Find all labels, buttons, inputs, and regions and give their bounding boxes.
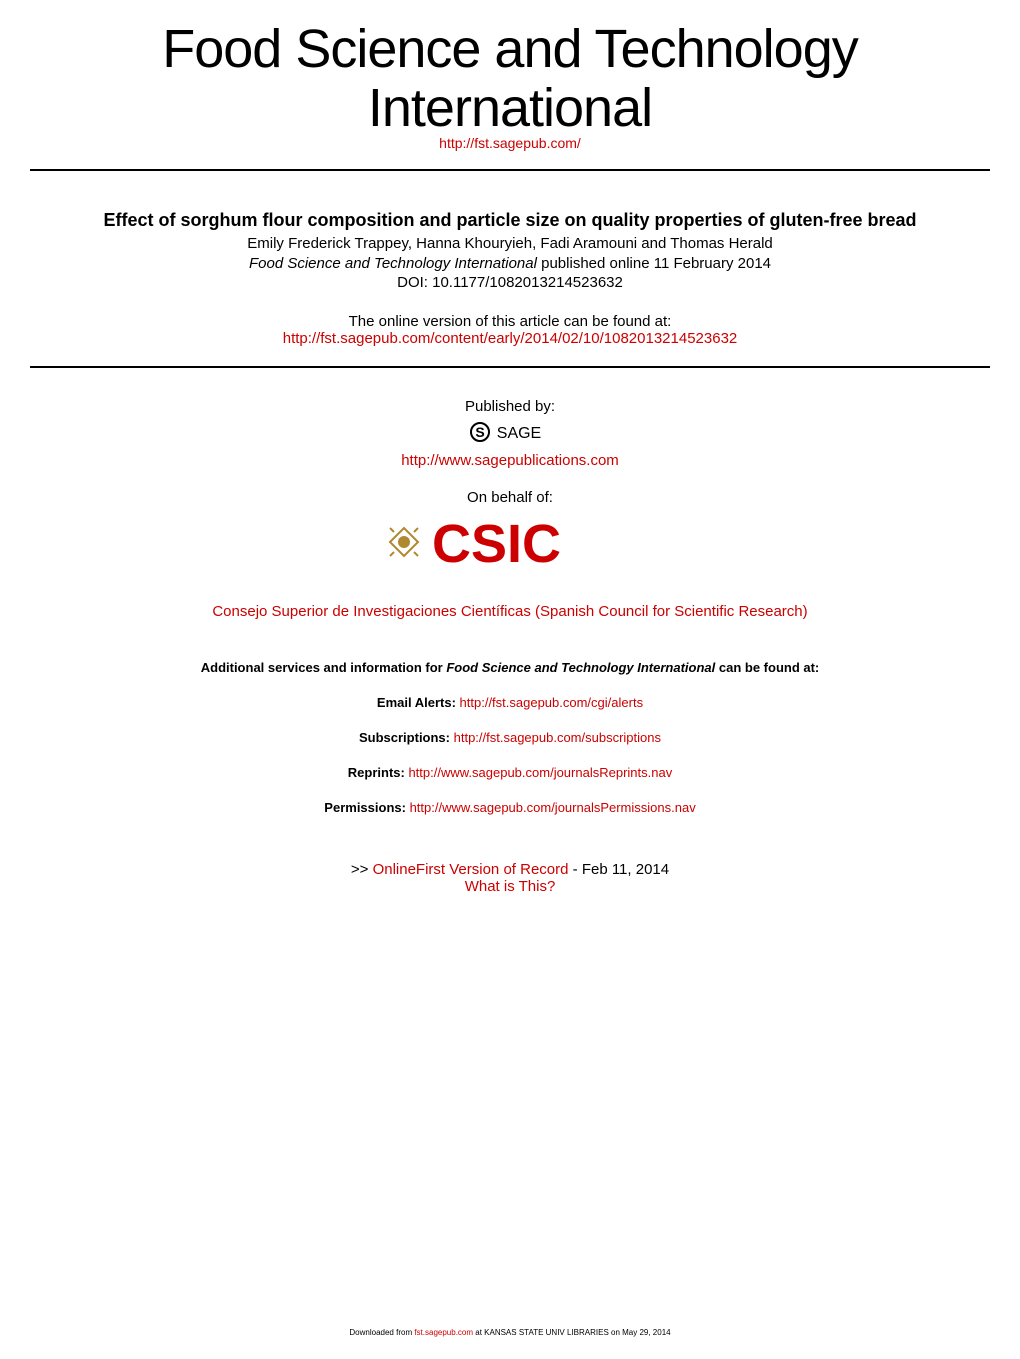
publication-journal: Food Science and Technology Internationa… <box>249 255 537 272</box>
published-by-label: Published by: <box>0 398 1020 415</box>
publisher-block: Published by: S SAGE http://www.sagepubl… <box>0 398 1020 620</box>
service-label: Email Alerts: <box>377 695 460 710</box>
sage-logo-text: SAGE <box>497 425 541 442</box>
footer-post: at KANSAS STATE UNIV LIBRARIES on May 29… <box>473 1328 671 1337</box>
article-block: Effect of sorghum flour composition and … <box>0 209 1020 348</box>
article-title: Effect of sorghum flour composition and … <box>20 209 1000 232</box>
sage-logo-icon: S SAGE <box>470 421 550 443</box>
journal-header: Food Science and Technology Internationa… <box>0 0 1020 151</box>
journal-title-line2: International <box>0 79 1020 138</box>
service-row-email-alerts: Email Alerts: http://fst.sagepub.com/cgi… <box>0 695 1020 710</box>
service-row-subscriptions: Subscriptions: http://fst.sagepub.com/su… <box>0 730 1020 745</box>
version-row: >> OnlineFirst Version of Record - Feb 1… <box>0 861 1020 878</box>
services-block: Additional services and information for … <box>0 660 1020 815</box>
version-record-link[interactable]: OnlineFirst Version of Record <box>373 861 569 878</box>
online-version-label: The online version of this article can b… <box>20 313 1000 330</box>
services-header: Additional services and information for … <box>0 660 1020 675</box>
service-row-permissions: Permissions: http://www.sagepub.com/jour… <box>0 800 1020 815</box>
services-header-pre: Additional services and information for <box>201 660 447 675</box>
page-footer: Downloaded from fst.sagepub.com at KANSA… <box>0 1328 1020 1337</box>
csic-logo-icon[interactable]: CSIC <box>380 512 640 574</box>
services-header-post: can be found at: <box>715 660 819 675</box>
journal-url-link[interactable]: http://fst.sagepub.com/ <box>0 135 1020 151</box>
version-block: >> OnlineFirst Version of Record - Feb 1… <box>0 861 1020 896</box>
service-label: Permissions: <box>324 800 409 815</box>
article-authors: Emily Frederick Trappey, Hanna Khouryieh… <box>20 234 1000 254</box>
services-header-journal: Food Science and Technology Internationa… <box>446 660 715 675</box>
article-url-link[interactable]: http://fst.sagepub.com/content/early/201… <box>283 330 738 347</box>
footer-source-link[interactable]: fst.sagepub.com <box>414 1328 473 1337</box>
reprints-link[interactable]: http://www.sagepub.com/journalsReprints.… <box>408 765 672 780</box>
csic-ornament-icon <box>386 524 422 560</box>
subscriptions-link[interactable]: http://fst.sagepub.com/subscriptions <box>454 730 661 745</box>
publication-line: Food Science and Technology Internationa… <box>20 254 1000 274</box>
what-is-this-link[interactable]: What is This? <box>465 878 556 895</box>
email-alerts-link[interactable]: http://fst.sagepub.com/cgi/alerts <box>460 695 644 710</box>
csic-logo-text: CSIC <box>432 514 561 574</box>
article-doi: DOI: 10.1177/1082013214523632 <box>20 273 1000 293</box>
footer-pre: Downloaded from <box>349 1328 414 1337</box>
publication-status: published online 11 February 2014 <box>537 255 771 272</box>
permissions-link[interactable]: http://www.sagepub.com/journalsPermissio… <box>410 800 696 815</box>
version-prefix: >> <box>351 861 373 878</box>
csic-link[interactable]: Consejo Superior de Investigaciones Cien… <box>0 603 1020 620</box>
svg-text:S: S <box>475 424 484 440</box>
divider-mid <box>30 366 990 368</box>
service-label: Reprints: <box>348 765 409 780</box>
journal-title-line1: Food Science and Technology <box>0 20 1020 79</box>
service-row-reprints: Reprints: http://www.sagepub.com/journal… <box>0 765 1020 780</box>
sage-url-link[interactable]: http://www.sagepublications.com <box>0 452 1020 469</box>
service-label: Subscriptions: <box>359 730 454 745</box>
version-suffix: - Feb 11, 2014 <box>568 861 669 878</box>
on-behalf-label: On behalf of: <box>0 489 1020 506</box>
divider-top <box>30 169 990 171</box>
